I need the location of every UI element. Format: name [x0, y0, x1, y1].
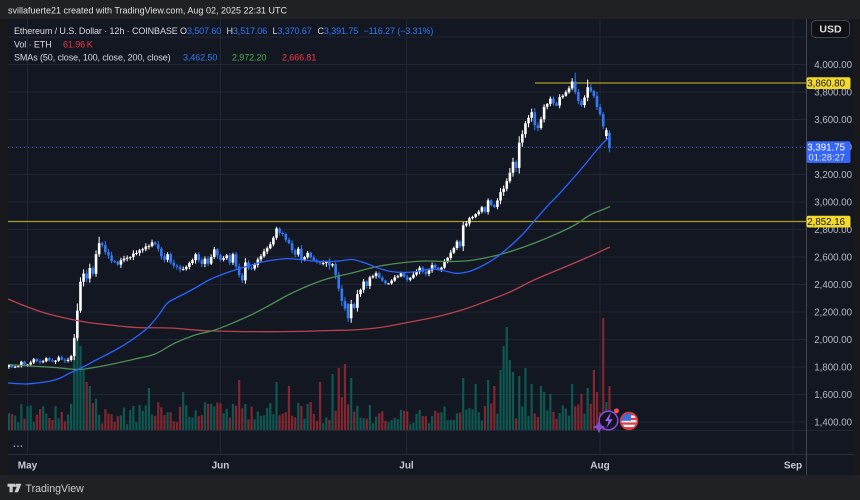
svg-text:3,462.50: 3,462.50 [183, 52, 217, 62]
svg-text:1,400.00: 1,400.00 [814, 417, 852, 428]
svg-text:2,600.00: 2,600.00 [814, 252, 852, 263]
svg-text:Jul: Jul [399, 460, 414, 471]
svg-text:2,000.00: 2,000.00 [814, 335, 852, 346]
svg-text:−116.27 (−3.31%): −116.27 (−3.31%) [364, 26, 434, 36]
svg-text:2,200.00: 2,200.00 [814, 307, 852, 318]
svg-text:Jun: Jun [212, 460, 230, 471]
svg-text:Vol · ETH: Vol · ETH [14, 39, 52, 49]
svg-text:SMAs (50, close, 100, close, 2: SMAs (50, close, 100, close, 200, close) [14, 52, 171, 62]
svg-text:3,600.00: 3,600.00 [814, 115, 852, 126]
svg-text:H3,517.06: H3,517.06 [227, 26, 268, 36]
svg-text:01:28:27: 01:28:27 [809, 151, 846, 162]
svg-text:May: May [18, 460, 38, 471]
svg-text:Sep: Sep [784, 460, 802, 471]
svg-text:3,200.00: 3,200.00 [814, 170, 852, 181]
svg-text:4,000.00: 4,000.00 [814, 60, 852, 71]
svg-text:C3,391.75: C3,391.75 [318, 26, 359, 36]
svg-text:1,600.00: 1,600.00 [814, 390, 852, 401]
svg-text:61.96 K: 61.96 K [63, 39, 93, 49]
svg-text:...: ... [13, 439, 24, 450]
svg-text:L3,370.67: L3,370.67 [273, 26, 312, 36]
svg-text:3,000.00: 3,000.00 [814, 197, 852, 208]
svg-text:2,400.00: 2,400.00 [814, 280, 852, 291]
svg-text:2,852.16: 2,852.16 [807, 217, 845, 228]
svg-text:2,800.00: 2,800.00 [814, 225, 852, 236]
svg-text:Ethereum / U.S. Dollar · 12h ·: Ethereum / U.S. Dollar · 12h · COINBASE [14, 26, 178, 36]
svg-text:Aug: Aug [590, 460, 609, 471]
svg-text:3,800.00: 3,800.00 [814, 87, 852, 98]
svg-text:O3,507.60: O3,507.60 [180, 26, 221, 36]
svg-text:svillafuerte21 created with Tr: svillafuerte21 created with TradingView.… [8, 6, 287, 16]
svg-text:USD: USD [819, 24, 842, 36]
svg-text:3,860.80: 3,860.80 [807, 78, 845, 89]
svg-text:1,800.00: 1,800.00 [814, 362, 852, 373]
svg-text:2,666.81: 2,666.81 [282, 52, 316, 62]
svg-text:TradingView: TradingView [26, 483, 85, 495]
svg-text:2,972.20: 2,972.20 [232, 52, 266, 62]
svg-text:3,391.75: 3,391.75 [807, 143, 845, 154]
